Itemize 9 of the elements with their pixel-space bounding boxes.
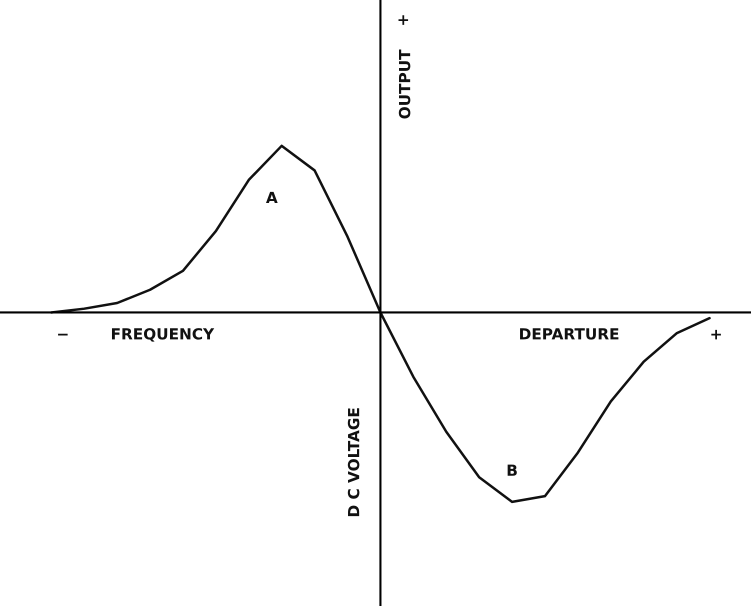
annotation: + xyxy=(711,330,721,340)
annotation: − xyxy=(58,334,68,336)
text: OUTPUT xyxy=(398,50,410,119)
annotation: B xyxy=(508,464,517,476)
annotation: A xyxy=(266,192,278,204)
annotation: DEPARTURE xyxy=(520,328,618,340)
annotation: D C VOLTAGE xyxy=(348,408,360,516)
annotation: FREQUENCY xyxy=(112,328,214,342)
text: + xyxy=(398,15,408,25)
